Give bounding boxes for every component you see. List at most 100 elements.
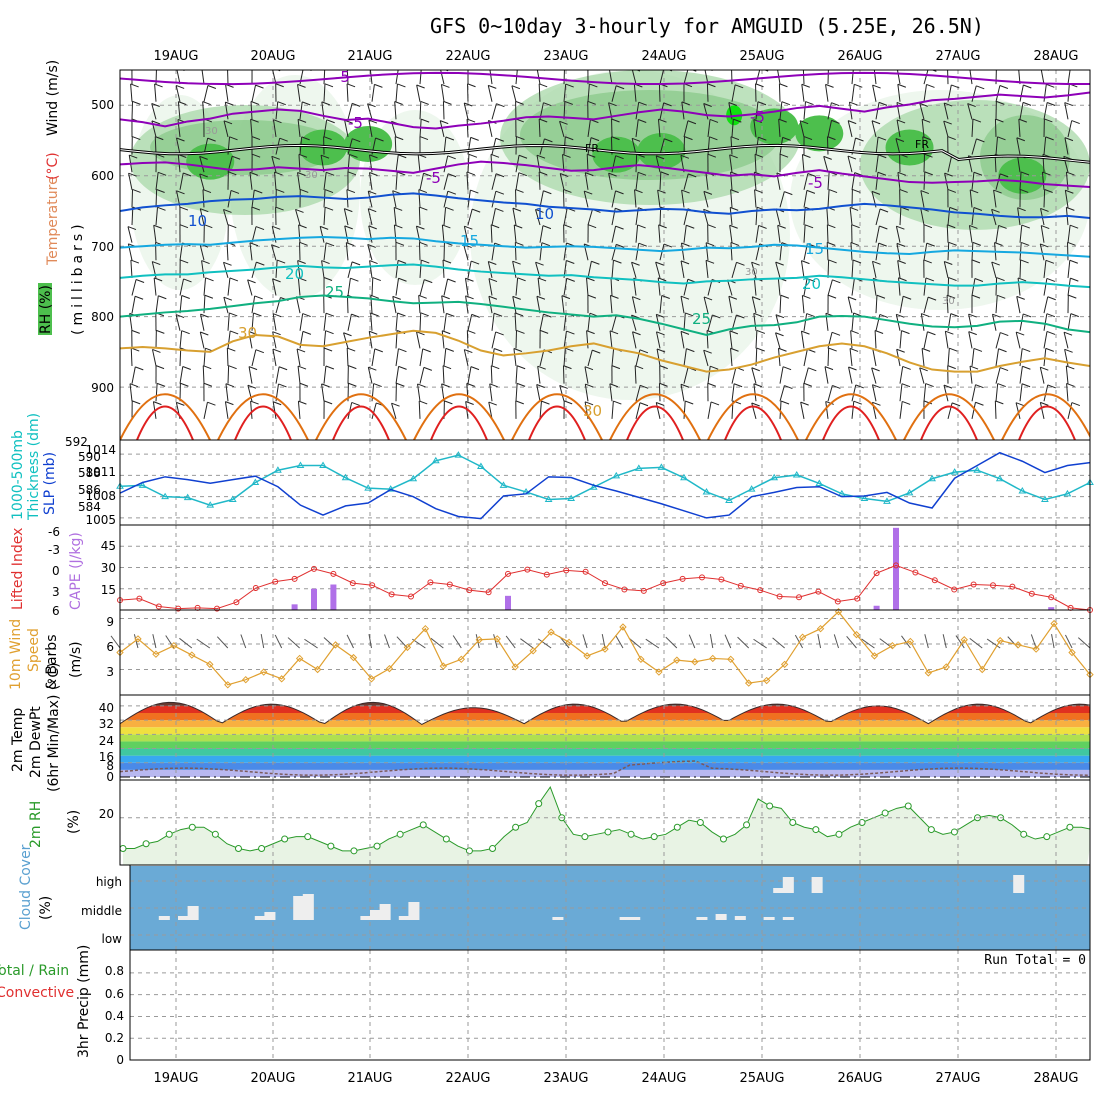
wind-barb <box>297 84 301 102</box>
wind-barb <box>656 331 665 336</box>
wind-barb <box>180 382 189 387</box>
upper-air-panel: -5 -5 -5 -5 -5 10 10 15 15 20 20 25 25 3… <box>38 60 1090 440</box>
wind-barb <box>394 136 397 155</box>
wind10m-point <box>852 630 861 639</box>
temp-bands <box>120 702 1090 777</box>
wind10m-barb <box>665 636 678 649</box>
wind-barb <box>635 172 639 190</box>
wind10m-barb <box>304 638 318 649</box>
wind-barb <box>1047 384 1056 389</box>
wind-barb <box>1067 70 1071 85</box>
wind-barb <box>703 296 713 301</box>
wind-barb <box>393 224 397 243</box>
wind-barb <box>227 70 229 85</box>
wind10m-point <box>762 676 771 685</box>
wind-barb <box>321 260 330 265</box>
wind-barb <box>416 331 421 349</box>
wind10m-barb <box>452 635 462 649</box>
temp-band <box>120 734 1090 742</box>
wind-barb <box>397 259 407 264</box>
wind-barb <box>828 66 836 69</box>
wind-barb <box>443 278 449 296</box>
lifted-index-point <box>951 586 958 593</box>
wind-barb <box>396 382 405 387</box>
wind-barb <box>369 260 373 278</box>
wind-barb <box>224 401 229 419</box>
wind-barb <box>775 332 781 349</box>
wind-barb <box>129 383 133 402</box>
thickness-point <box>409 474 418 482</box>
wind-barb <box>871 367 880 372</box>
wind-barb <box>199 156 205 173</box>
wind-barb <box>297 119 301 138</box>
lifted-index-grid <box>120 525 1090 610</box>
temp2m-axis: 40 32 24 16 8 0 <box>99 701 114 784</box>
wind-barb <box>155 295 159 314</box>
wind-barb <box>489 383 498 388</box>
wind-barb <box>729 207 733 226</box>
wind-barb <box>775 261 784 266</box>
wind-barb <box>297 118 307 123</box>
wind-barb <box>439 120 445 138</box>
wind-barb <box>871 120 881 125</box>
cloud-bar <box>187 906 199 920</box>
wind-barb <box>419 101 422 120</box>
tick-1011: 1011 <box>85 465 116 479</box>
wind-barb <box>804 224 814 229</box>
wind-barb <box>443 313 447 331</box>
wind-barb <box>923 171 926 190</box>
rh2m-point <box>927 826 935 834</box>
wind-barb <box>731 119 734 137</box>
wind-barb <box>323 119 328 138</box>
wind-barb <box>151 120 161 125</box>
wind-barb <box>155 383 158 402</box>
wind-barb <box>997 383 1006 388</box>
wind-barb <box>466 382 475 387</box>
wind-barb <box>466 119 469 137</box>
wind-barb <box>128 172 137 177</box>
wind-barb <box>996 66 1004 69</box>
wind-barb <box>872 260 881 265</box>
wind-barb <box>1067 241 1076 246</box>
wind-barb <box>872 349 877 367</box>
wind-barb <box>663 102 672 107</box>
wind-barb <box>154 83 157 102</box>
wind-barb <box>805 101 814 106</box>
wind-barb <box>897 171 907 176</box>
wind-barb <box>421 66 429 69</box>
wind-barb <box>565 66 573 69</box>
wind-barb <box>276 188 285 193</box>
wind-barb <box>516 136 525 141</box>
wind-barb <box>730 206 739 211</box>
wind-barb <box>395 70 399 85</box>
lifted-index-point <box>466 587 473 594</box>
wind-barb <box>828 347 837 352</box>
wind-barb <box>927 296 937 301</box>
wind-barb <box>229 312 238 317</box>
wind-barb <box>1066 171 1075 176</box>
wind-barb <box>658 83 661 102</box>
wind-barb <box>394 224 403 229</box>
wind-barb <box>758 136 767 141</box>
wind-barb <box>443 100 452 105</box>
wind-barb <box>418 242 421 261</box>
wind-barb <box>1017 277 1021 296</box>
lifted-index-point <box>563 567 570 574</box>
wind-barb <box>659 243 665 261</box>
wind10m-point <box>224 681 232 689</box>
lifted-index-point <box>776 593 783 600</box>
wind-barb <box>639 402 649 407</box>
wind-barb <box>851 70 854 85</box>
wind-barb <box>518 66 526 69</box>
wind-barb <box>709 118 719 123</box>
wind-barb <box>898 277 901 296</box>
tick-wind-9: 9 <box>106 615 114 629</box>
wind-barb <box>278 383 287 388</box>
wind-barb <box>495 190 505 195</box>
wind-barb <box>871 367 877 384</box>
wind-barb <box>344 120 349 138</box>
wind-barb <box>152 348 161 353</box>
wind-barb <box>587 137 592 155</box>
wind-barb <box>490 153 500 158</box>
temperature-contour <box>120 91 1090 130</box>
